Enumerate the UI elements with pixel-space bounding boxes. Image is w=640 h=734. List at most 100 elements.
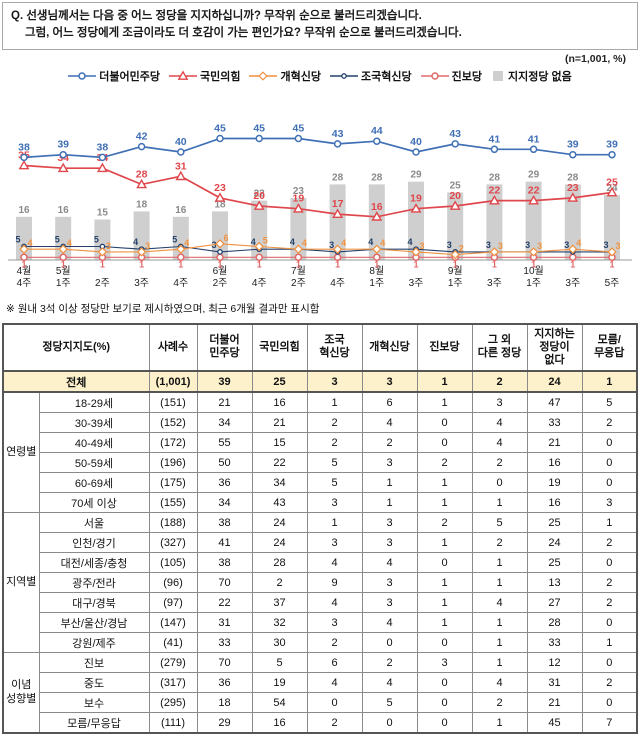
svg-text:23: 23 bbox=[214, 181, 226, 193]
sample-size: (279) bbox=[149, 653, 197, 673]
value-cell: 33 bbox=[527, 633, 582, 653]
value-cell: 36 bbox=[197, 473, 252, 493]
svg-text:3주: 3주 bbox=[487, 278, 502, 289]
value-cell: 19 bbox=[252, 673, 307, 693]
value-cell: 4 bbox=[307, 593, 362, 613]
value-cell: 4 bbox=[362, 553, 417, 573]
value-cell: 0 bbox=[307, 693, 362, 713]
value-cell: 47 bbox=[527, 392, 582, 413]
col-header-party: 모름/무응답 bbox=[582, 324, 637, 372]
svg-text:5: 5 bbox=[172, 234, 177, 244]
value-cell: 22 bbox=[252, 453, 307, 473]
svg-text:25: 25 bbox=[606, 176, 618, 188]
sample-size: (172) bbox=[149, 433, 197, 453]
svg-text:4주: 4주 bbox=[330, 278, 345, 289]
svg-text:3: 3 bbox=[525, 239, 530, 249]
value-cell: 1 bbox=[417, 392, 472, 413]
value-cell: 1 bbox=[472, 613, 527, 633]
sample-size: (196) bbox=[149, 453, 197, 473]
svg-text:41: 41 bbox=[528, 133, 540, 145]
row-label: 중도 bbox=[39, 673, 149, 693]
svg-text:3: 3 bbox=[419, 240, 424, 250]
legend-circle-marker-icon bbox=[68, 70, 96, 82]
row-label: 대전/세종/충청 bbox=[39, 553, 149, 573]
svg-text:1: 1 bbox=[21, 259, 26, 269]
value-cell: 0 bbox=[582, 553, 637, 573]
value-cell: 0 bbox=[417, 713, 472, 734]
value-cell: 2 bbox=[582, 413, 637, 433]
value-cell: 16 bbox=[527, 453, 582, 473]
value-cell: 3 bbox=[362, 593, 417, 613]
svg-text:31: 31 bbox=[175, 160, 187, 172]
svg-text:1: 1 bbox=[178, 259, 183, 269]
svg-text:1: 1 bbox=[61, 259, 66, 269]
sample-size: (327) bbox=[149, 533, 197, 553]
value-cell: 0 bbox=[362, 633, 417, 653]
col-header-sample: 사례수 bbox=[149, 324, 197, 372]
value-cell: 2 bbox=[472, 453, 527, 473]
value-cell: 54 bbox=[252, 693, 307, 713]
svg-text:3: 3 bbox=[486, 239, 491, 249]
value-cell: 21 bbox=[527, 433, 582, 453]
value-cell: 1 bbox=[472, 573, 527, 593]
row-label: 대구/경북 bbox=[39, 593, 149, 613]
legend-item: 지지정당 없음 bbox=[491, 68, 572, 84]
svg-text:17: 17 bbox=[332, 198, 344, 210]
value-cell: 5 bbox=[362, 693, 417, 713]
svg-text:45: 45 bbox=[253, 122, 265, 134]
value-cell: 1 bbox=[417, 613, 472, 633]
svg-text:2주: 2주 bbox=[213, 278, 228, 289]
legend-circle-small-marker-icon bbox=[330, 70, 358, 82]
value-cell: 2 bbox=[362, 433, 417, 453]
row-label: 부산/울산/경남 bbox=[39, 613, 149, 633]
value-cell: 1 bbox=[362, 473, 417, 493]
value-cell: 0 bbox=[417, 673, 472, 693]
svg-text:28: 28 bbox=[489, 172, 501, 183]
value-cell: 13 bbox=[527, 573, 582, 593]
value-cell: 16 bbox=[527, 493, 582, 513]
svg-text:28: 28 bbox=[136, 168, 148, 180]
svg-text:1주: 1주 bbox=[526, 278, 541, 289]
value-cell: 3 bbox=[362, 533, 417, 553]
value-cell: 0 bbox=[582, 433, 637, 453]
svg-text:4: 4 bbox=[407, 237, 412, 247]
svg-text:41: 41 bbox=[489, 133, 501, 145]
svg-text:4: 4 bbox=[341, 238, 346, 248]
svg-text:3: 3 bbox=[106, 240, 111, 250]
value-cell: 1 bbox=[417, 371, 472, 392]
value-cell: 12 bbox=[527, 653, 582, 673]
svg-text:42: 42 bbox=[136, 130, 148, 142]
value-cell: 33 bbox=[527, 413, 582, 433]
value-cell: 0 bbox=[362, 713, 417, 734]
col-header-title: 정당지지도(%) bbox=[3, 324, 149, 372]
value-cell: 0 bbox=[417, 633, 472, 653]
value-cell: 2 bbox=[582, 673, 637, 693]
sample-size: (147) bbox=[149, 613, 197, 633]
row-label: 광주/전라 bbox=[39, 573, 149, 593]
value-cell: 4 bbox=[362, 673, 417, 693]
svg-text:2주: 2주 bbox=[291, 278, 306, 289]
svg-text:5: 5 bbox=[94, 234, 99, 244]
sample-size: (151) bbox=[149, 392, 197, 413]
value-cell: 3 bbox=[362, 513, 417, 533]
value-cell: 2 bbox=[582, 533, 637, 553]
value-cell: 22 bbox=[197, 593, 252, 613]
value-cell: 6 bbox=[307, 653, 362, 673]
value-cell: 0 bbox=[582, 653, 637, 673]
legend-item: 진보당 bbox=[421, 68, 482, 84]
value-cell: 1 bbox=[417, 593, 472, 613]
legend-label: 국민의힘 bbox=[200, 68, 240, 84]
value-cell: 25 bbox=[527, 513, 582, 533]
sample-size: (41) bbox=[149, 633, 197, 653]
value-cell: 1 bbox=[472, 713, 527, 734]
value-cell: 1 bbox=[417, 493, 472, 513]
svg-text:6: 6 bbox=[223, 232, 228, 242]
